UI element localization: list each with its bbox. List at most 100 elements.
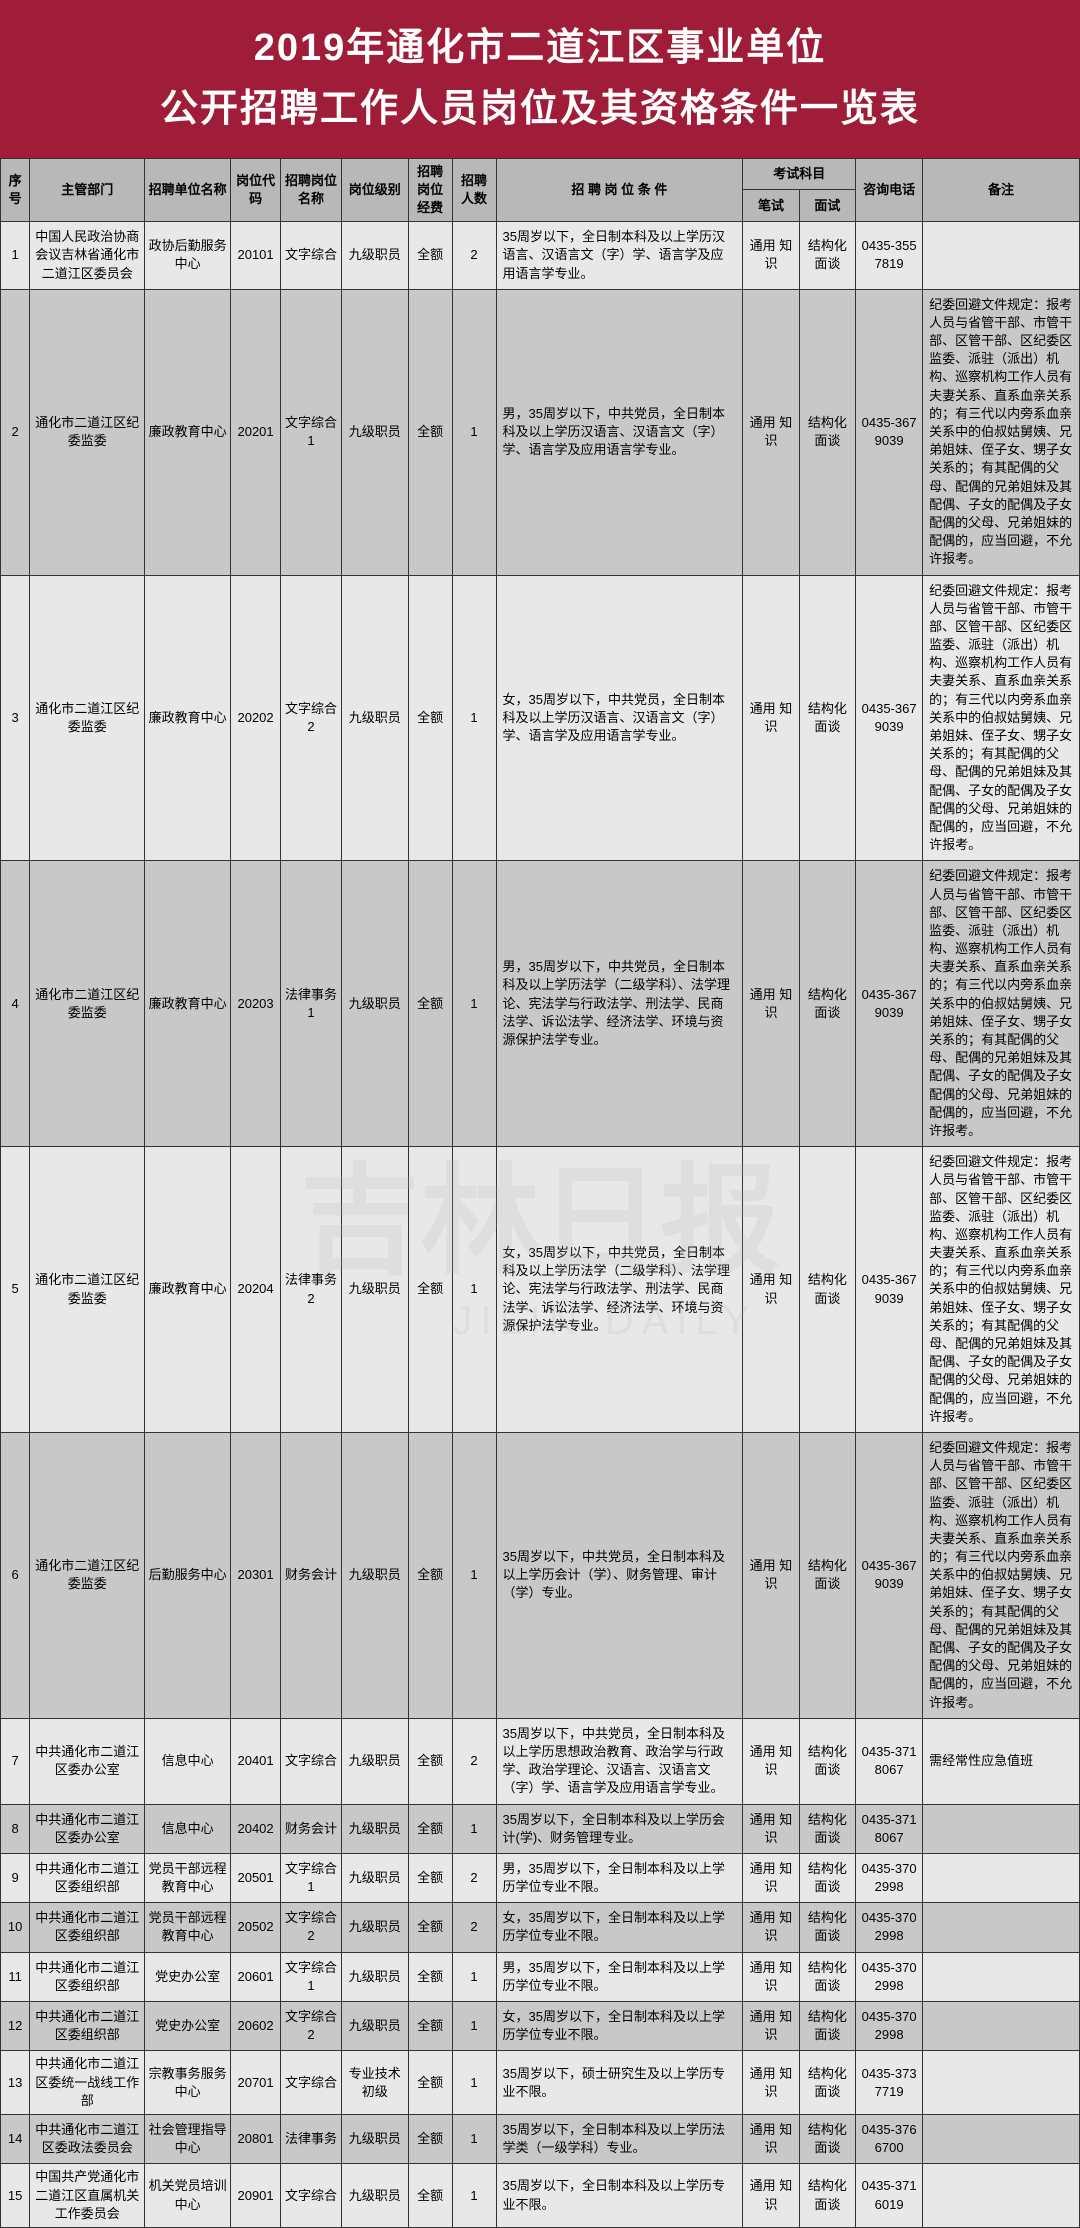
cell-tel: 0435-3702998: [856, 1952, 923, 2001]
table-wrap: 吉林日报 JILIN DAILY 序号 主管部门 招聘单位名称 岗位代码 招聘岗…: [0, 158, 1080, 2228]
cell-pos: 文字综合1: [281, 1952, 342, 2001]
th-pos: 招聘岗位名称: [281, 158, 342, 222]
table-row: 15中国共产党通化市二道江区直属机关工作委员会机关党员培训中心20901文字综合…: [1, 2164, 1080, 2228]
cell-cond: 35周岁以下，全日制本科及以上学历会计(学)、财务管理专业。: [496, 1804, 743, 1853]
cell-exam-i: 结构化面谈: [799, 2114, 855, 2163]
cell-pos: 文字综合: [281, 2051, 342, 2115]
cell-unit: 后勤服务中心: [145, 1432, 231, 1718]
cell-count: 1: [452, 2051, 496, 2115]
cell-count: 1: [452, 861, 496, 1147]
cell-level: 九级职员: [341, 222, 408, 290]
cell-code: 20204: [230, 1147, 280, 1433]
table-row: 13中共通化市二道江区委统一战线工作部宗教事务服务中心20701文字综合专业技术…: [1, 2051, 1080, 2115]
cell-tel: 0435-3766700: [856, 2114, 923, 2163]
cell-seq: 9: [1, 1853, 30, 1902]
cell-seq: 3: [1, 575, 30, 861]
cell-seq: 1: [1, 222, 30, 290]
cell-cond: 35周岁以下，中共党员，全日制本科及以上学历会计（学）、财务管理、审计（学）专业…: [496, 1432, 743, 1718]
cell-cond: 女，35周岁以下，中共党员，全日制本科及以上学历法学（二级学科）、法学理论、宪法…: [496, 1147, 743, 1433]
cell-level: 九级职员: [341, 289, 408, 575]
cell-cond: 男，35周岁以下，中共党员，全日制本科及以上学历法学（二级学科）、法学理论、宪法…: [496, 861, 743, 1147]
cell-count: 1: [452, 2002, 496, 2051]
cell-note: [923, 222, 1080, 290]
cell-fund: 全额: [408, 2002, 452, 2051]
cell-fund: 全额: [408, 2114, 452, 2163]
cell-level: 九级职员: [341, 1804, 408, 1853]
cell-tel: 0435-3718067: [856, 1804, 923, 1853]
cell-unit: 党员干部远程教育中心: [145, 1903, 231, 1952]
cell-note: [923, 2164, 1080, 2228]
cell-seq: 2: [1, 289, 30, 575]
cell-count: 1: [452, 1147, 496, 1433]
cell-exam-i: 结构化面谈: [799, 861, 855, 1147]
th-count: 招聘人数: [452, 158, 496, 222]
cell-cond: 男，35周岁以下，全日制本科及以上学历学位专业不限。: [496, 1853, 743, 1902]
cell-exam-i: 结构化面谈: [799, 1147, 855, 1433]
cell-level: 九级职员: [341, 1903, 408, 1952]
cell-seq: 15: [1, 2164, 30, 2228]
table-row: 12中共通化市二道江区委组织部党史办公室20602文字综合2九级职员全额1女，3…: [1, 2002, 1080, 2051]
cell-dept: 中共通化市二道江区委政法委员会: [30, 2114, 145, 2163]
cell-pos: 文字综合2: [281, 575, 342, 861]
table-row: 2通化市二道江区纪委监委廉政教育中心20201文字综合1九级职员全额1男，35周…: [1, 289, 1080, 575]
cell-tel: 0435-3679039: [856, 289, 923, 575]
page-header: 2019年通化市二道江区事业单位 公开招聘工作人员岗位及其资格条件一览表: [0, 0, 1080, 158]
cell-tel: 0435-3557819: [856, 222, 923, 290]
cell-level: 九级职员: [341, 1952, 408, 2001]
table-body: 1中国人民政治协商会议吉林省通化市二道江区委员会政协后勤服务中心20101文字综…: [1, 222, 1080, 2228]
cell-unit: 政协后勤服务中心: [145, 222, 231, 290]
cell-note: [923, 1853, 1080, 1902]
cell-unit: 廉政教育中心: [145, 289, 231, 575]
cell-exam-w: 通用 知识: [743, 2114, 799, 2163]
cell-note: 需经常性应急值班: [923, 1718, 1080, 1804]
cell-cond: 女，35周岁以下，中共党员，全日制本科及以上学历汉语言、汉语言文（字）学、语言学…: [496, 575, 743, 861]
cell-pos: 文字综合2: [281, 2002, 342, 2051]
cell-fund: 全额: [408, 2164, 452, 2228]
th-exam-written: 笔试: [743, 190, 799, 222]
cell-dept: 中共通化市二道江区委组织部: [30, 1853, 145, 1902]
cell-level: 专业技术初级: [341, 2051, 408, 2115]
cell-tel: 0435-3718067: [856, 1718, 923, 1804]
cell-unit: 机关党员培训中心: [145, 2164, 231, 2228]
table-row: 4通化市二道江区纪委监委廉政教育中心20203法律事务1九级职员全额1男，35周…: [1, 861, 1080, 1147]
cell-dept: 中共通化市二道江区委组织部: [30, 2002, 145, 2051]
cell-exam-w: 通用 知识: [743, 1718, 799, 1804]
cell-fund: 全额: [408, 1718, 452, 1804]
cell-count: 1: [452, 1952, 496, 2001]
cell-tel: 0435-3702998: [856, 2002, 923, 2051]
cell-seq: 6: [1, 1432, 30, 1718]
cell-seq: 14: [1, 2114, 30, 2163]
cell-dept: 中共通化市二道江区委办公室: [30, 1718, 145, 1804]
th-unit: 招聘单位名称: [145, 158, 231, 222]
table-row: 14中共通化市二道江区委政法委员会社会管理指导中心20801法律事务九级职员全额…: [1, 2114, 1080, 2163]
table-row: 1中国人民政治协商会议吉林省通化市二道江区委员会政协后勤服务中心20101文字综…: [1, 222, 1080, 290]
cell-note: 纪委回避文件规定：报考人员与省管干部、市管干部、区管干部、区纪委区监委、派驻（派…: [923, 861, 1080, 1147]
cell-fund: 全额: [408, 1147, 452, 1433]
cell-unit: 宗教事务服务中心: [145, 2051, 231, 2115]
table-head: 序号 主管部门 招聘单位名称 岗位代码 招聘岗位名称 岗位级别 招聘岗位经费 招…: [1, 158, 1080, 222]
cell-note: [923, 1903, 1080, 1952]
cell-unit: 信息中心: [145, 1804, 231, 1853]
cell-pos: 文字综合: [281, 2164, 342, 2228]
cell-level: 九级职员: [341, 2114, 408, 2163]
cell-cond: 35周岁以下，中共党员，全日制本科及以上学历思想政治教育、政治学与行政学、政治学…: [496, 1718, 743, 1804]
cell-exam-w: 通用 知识: [743, 1432, 799, 1718]
cell-unit: 廉政教育中心: [145, 861, 231, 1147]
th-tel: 咨询电话: [856, 158, 923, 222]
th-level: 岗位级别: [341, 158, 408, 222]
cell-pos: 文字综合: [281, 222, 342, 290]
cell-cond: 35周岁以下，硕士研究生及以上学历专业不限。: [496, 2051, 743, 2115]
cell-exam-i: 结构化面谈: [799, 575, 855, 861]
cell-unit: 廉政教育中心: [145, 1147, 231, 1433]
cell-exam-w: 通用 知识: [743, 1804, 799, 1853]
cell-exam-w: 通用 知识: [743, 861, 799, 1147]
cell-seq: 5: [1, 1147, 30, 1433]
th-note: 备注: [923, 158, 1080, 222]
cell-count: 1: [452, 1432, 496, 1718]
cell-exam-i: 结构化面谈: [799, 1903, 855, 1952]
table-row: 11中共通化市二道江区委组织部党史办公室20601文字综合1九级职员全额1男，3…: [1, 1952, 1080, 2001]
cell-exam-w: 通用 知识: [743, 2002, 799, 2051]
cell-dept: 中国人民政治协商会议吉林省通化市二道江区委员会: [30, 222, 145, 290]
cell-unit: 党史办公室: [145, 1952, 231, 2001]
cell-code: 20401: [230, 1718, 280, 1804]
